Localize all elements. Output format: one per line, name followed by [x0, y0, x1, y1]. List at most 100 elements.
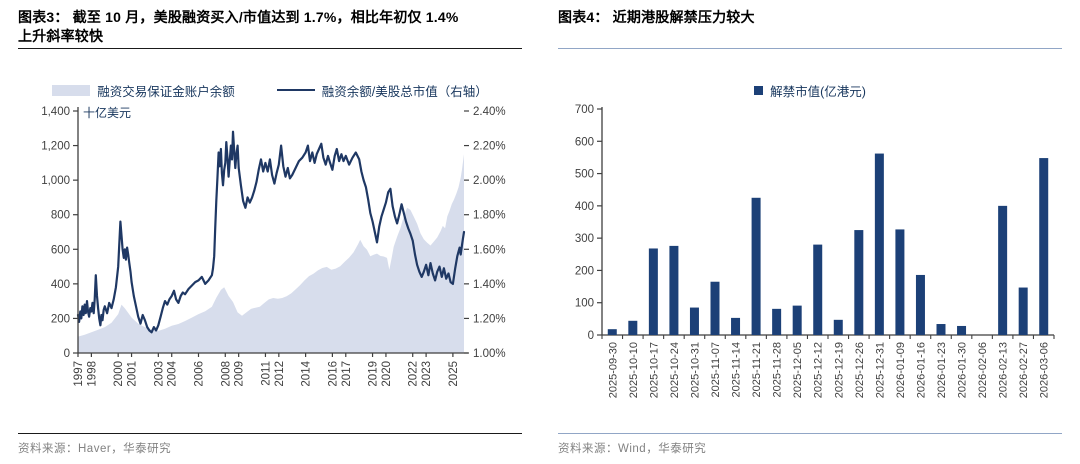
right-panel: 图表4： 近期港股解禁压力较大 解禁市值(亿港元) 0 100 200 300 400 5… — [540, 0, 1080, 464]
unlock-value-bar — [669, 245, 679, 335]
y-tick-label: 400 — [575, 201, 594, 213]
unlock-value-bar — [772, 308, 782, 335]
figure3-source: 资料来源：Haver，华泰研究 — [18, 443, 172, 455]
right-y-tick-label: 1.20% — [473, 313, 506, 325]
x-tick-label: 2017 — [341, 361, 353, 387]
y-tick-label: 700 — [575, 104, 594, 116]
x-tick-label: 2004 — [167, 360, 179, 386]
figure3-legend: 融资交易保证金账户余额 融资余额/美股总市值（右轴） — [18, 79, 522, 101]
x-tick-label: 2009 — [234, 361, 246, 387]
x-tick-label: 2026-03-06 — [1039, 342, 1051, 398]
unlock-value-bar — [731, 317, 741, 335]
x-tick-label: 2026-01-30 — [957, 342, 969, 398]
x-tick-label: 2012 — [274, 361, 286, 387]
unlock-value-bar — [792, 305, 802, 335]
unlock-value-bar — [895, 229, 905, 335]
y-tick-label: 0 — [588, 330, 594, 342]
x-tick-label: 2008 — [220, 361, 232, 387]
left-y-tick-label: 600 — [51, 244, 70, 256]
left-y-tick-label: 800 — [51, 210, 70, 222]
x-tick-label: 2025-12-31 — [874, 342, 886, 398]
x-tick-label: 2014 — [301, 360, 313, 386]
y-tick-label: 300 — [575, 233, 594, 245]
x-tick-label: 2026-02-13 — [998, 342, 1010, 398]
figure3-footer: 资料来源：Haver，华泰研究 — [18, 433, 522, 456]
bar-swatch-icon — [754, 85, 764, 95]
x-tick-label: 2025-11-28 — [772, 342, 784, 397]
unlock-value-bar — [628, 320, 638, 335]
x-tick-label: 2025-10-24 — [669, 342, 681, 398]
figure3-title-line2: 上升斜率较快 — [18, 28, 104, 44]
legend-item-unlock-value: 解禁市值(亿港元) — [754, 81, 866, 100]
unlock-value-bar — [998, 205, 1008, 335]
left-y-tick-label: 200 — [51, 313, 70, 325]
unlock-value-bar — [813, 244, 823, 335]
legend-item-margin-ratio: 融资余额/美股总市值（右轴） — [276, 81, 488, 100]
legend-label-margin-ratio: 融资余额/美股总市值（右轴） — [321, 84, 488, 99]
unlock-value-bar — [607, 329, 617, 335]
y-tick-label: 500 — [575, 169, 594, 181]
right-y-tick-label: 1.00% — [473, 348, 506, 360]
unlock-chart-svg: 0 100 200 300 400 500 600 700 2025-09-30 2025-10-… — [575, 104, 1055, 398]
legend-item-margin-account: 融资交易保证金账户余额 — [52, 81, 235, 100]
figure3-title-divider — [18, 48, 522, 49]
x-tick-label: 1997 — [73, 361, 85, 387]
right-y-tick-label: 1.60% — [473, 244, 506, 256]
x-tick-label: 2025-11-07 — [710, 342, 722, 397]
right-y-tick-label: 2.40% — [473, 106, 506, 118]
x-tick-label: 2000 — [113, 361, 125, 387]
figure4-legend: 解禁市值(亿港元) — [558, 79, 1062, 101]
right-y-tick-label: 2.00% — [473, 175, 506, 187]
right-y-tick-label: 1.40% — [473, 279, 506, 291]
left-y-tick-label: 1,200 — [41, 141, 70, 153]
x-tick-label: 2025-10-10 — [628, 342, 640, 398]
x-tick-label: 2026-01-23 — [936, 342, 948, 398]
x-tick-label: 2026-02-06 — [977, 342, 989, 398]
x-tick-label: 2003 — [153, 361, 165, 387]
x-tick-label: 2025-12-12 — [813, 342, 825, 398]
unlock-value-bar — [874, 153, 884, 335]
left-axis-unit-label: 十亿美元 — [83, 105, 131, 120]
figure4-title: 图表4： 近期港股解禁压力较大 — [558, 8, 1062, 48]
figure3-title-line1: 图表3： 截至 10 月，美股融资买入/市值达到 1.7%，相比年初仅 1.4% — [18, 9, 459, 25]
unlock-value-bar — [1039, 158, 1049, 335]
x-tick-label: 2022 — [408, 361, 420, 387]
unlock-value-bar — [689, 307, 699, 335]
x-tick-label: 2026-01-09 — [895, 342, 907, 398]
left-y-tick-label: 1,400 — [41, 106, 70, 118]
right-y-tick-label: 1.80% — [473, 210, 506, 222]
x-tick-label: 2025-09-30 — [607, 342, 619, 398]
line-swatch-icon — [276, 89, 315, 91]
margin-account-area-series — [78, 154, 464, 353]
x-tick-label: 1998 — [86, 361, 98, 387]
x-tick-label: 2025-10-17 — [648, 342, 660, 398]
unlock-value-bar — [936, 324, 946, 335]
left-y-tick-label: 400 — [51, 279, 70, 291]
unlock-value-bar — [915, 274, 925, 335]
figure4-footer: 资料来源：Wind，华泰研究 — [558, 433, 1062, 456]
x-tick-label: 2001 — [127, 361, 139, 387]
unlock-value-bar — [854, 230, 864, 335]
figure4-title-divider — [558, 48, 1062, 49]
left-y-tick-label: 0 — [64, 348, 70, 360]
x-tick-label: 2025-12-26 — [854, 342, 866, 398]
right-y-tick-label: 2.20% — [473, 141, 506, 153]
x-tick-label: 2025-12-05 — [792, 342, 804, 398]
y-tick-label: 100 — [575, 298, 594, 310]
margin-ratio-line-series — [76, 130, 466, 334]
x-tick-label: 2025 — [448, 361, 460, 387]
area-swatch-icon — [52, 84, 91, 96]
figure4-title-line1: 图表4： 近期港股解禁压力较大 — [558, 9, 755, 25]
x-tick-label: 2011 — [260, 361, 272, 386]
x-tick-label: 2025-11-14 — [731, 342, 743, 397]
unlock-value-bar — [751, 197, 761, 335]
x-tick-label: 2019 — [368, 361, 380, 387]
unlock-value-bar — [833, 319, 843, 335]
unlock-value-bar — [957, 325, 967, 335]
x-tick-label: 2026-02-27 — [1018, 342, 1030, 398]
figure3-title: 图表3： 截至 10 月，美股融资买入/市值达到 1.7%，相比年初仅 1.4%… — [18, 8, 522, 48]
left-y-tick-label: 1,000 — [41, 175, 70, 187]
legend-label-unlock-value: 解禁市值(亿港元) — [770, 84, 866, 99]
x-tick-label: 2006 — [193, 361, 205, 387]
